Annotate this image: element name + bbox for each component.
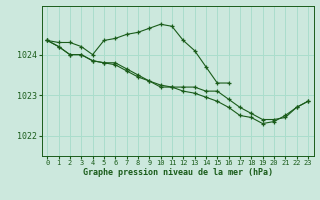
- X-axis label: Graphe pression niveau de la mer (hPa): Graphe pression niveau de la mer (hPa): [83, 168, 273, 177]
